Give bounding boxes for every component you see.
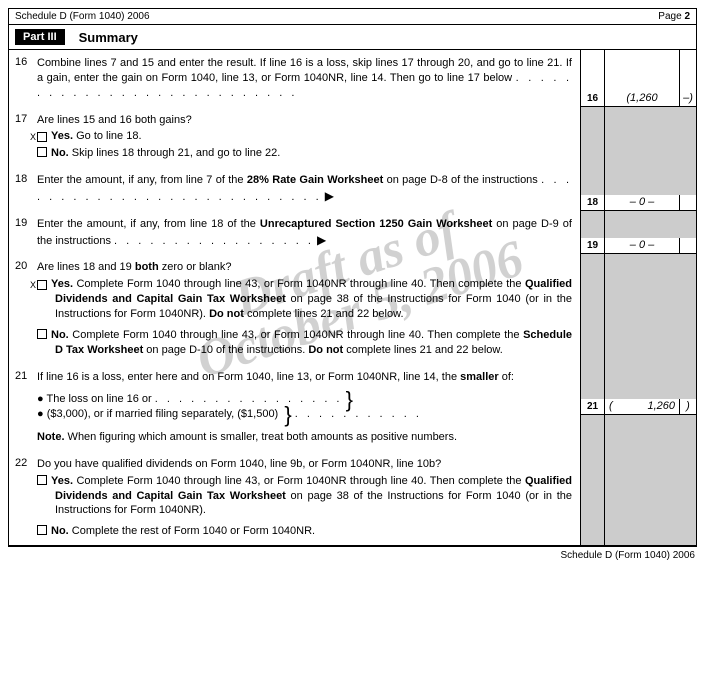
- line-text: Combine lines 7 and 15 and enter the res…: [37, 50, 580, 107]
- page-footer: Schedule D (Form 1040) 2006: [8, 547, 697, 561]
- line-text: Are lines 15 and 16 both gains? XYes. Go…: [37, 107, 580, 168]
- box-18-num: 18: [581, 195, 605, 210]
- page-header: Schedule D (Form 1040) 2006 Page 2: [9, 9, 696, 25]
- arrow-icon: ▶: [325, 189, 334, 203]
- checkbox-22-no[interactable]: [37, 525, 47, 535]
- value-col-shaded: [580, 254, 696, 363]
- box-21-num: 21: [581, 399, 605, 414]
- line-19: 19 Enter the amount, if any, from line 1…: [9, 211, 696, 255]
- line-21: 21 If line 16 is a loss, enter here and …: [9, 364, 696, 451]
- line-18: 18 Enter the amount, if any, from line 7…: [9, 167, 696, 211]
- line-22: 22 Do you have qualified dividends on Fo…: [9, 451, 696, 546]
- line-text: Enter the amount, if any, from line 18 o…: [37, 211, 580, 255]
- line-text: Do you have qualified dividends on Form …: [37, 451, 580, 545]
- value-col-shaded: [580, 107, 696, 168]
- form-page: Schedule D (Form 1040) 2006 Page 2 Part …: [8, 8, 697, 547]
- line-text: Enter the amount, if any, from line 7 of…: [37, 167, 580, 211]
- value-col: 16 (1,260 –): [580, 50, 696, 107]
- checkbox-20-no[interactable]: [37, 329, 47, 339]
- line-num: 22: [9, 451, 37, 545]
- value-col: 19 – 0 –: [580, 211, 696, 255]
- box-21-value: (1,260: [605, 399, 680, 414]
- line-20: 20 Are lines 18 and 19 both zero or blan…: [9, 254, 696, 363]
- page-indicator: Page 2: [658, 11, 690, 22]
- form-body: Draft as of October 5, 2006 16 Combine l…: [9, 50, 696, 546]
- value-col-shaded: [580, 451, 696, 545]
- box-19-num: 19: [581, 238, 605, 253]
- brace-icon: }: [284, 409, 291, 420]
- line-num: 18: [9, 167, 37, 211]
- section-title: Summary: [79, 30, 138, 45]
- line-num: 16: [9, 50, 37, 107]
- part-label: Part III: [15, 29, 65, 45]
- value-col: 18 – 0 –: [580, 167, 696, 211]
- box-16-num: 16: [581, 50, 605, 106]
- box-16-sign: –): [680, 50, 696, 106]
- line-text: Are lines 18 and 19 both zero or blank? …: [37, 254, 580, 363]
- line-num: 20: [9, 254, 37, 363]
- line-16: 16 Combine lines 7 and 15 and enter the …: [9, 50, 696, 107]
- value-col: 21 (1,260 ): [580, 364, 696, 451]
- line-text: If line 16 is a loss, enter here and on …: [37, 364, 580, 451]
- box-19-value: – 0 –: [605, 238, 680, 253]
- checkbox-17-no[interactable]: [37, 147, 47, 157]
- box-16-value: (1,260: [605, 50, 680, 106]
- section-header: Part III Summary: [9, 25, 696, 50]
- box-21-close: ): [680, 399, 696, 414]
- arrow-icon: ▶: [317, 233, 326, 247]
- brace-icon: }: [346, 394, 353, 405]
- checkbox-20-yes[interactable]: X: [37, 280, 47, 290]
- checkbox-22-yes[interactable]: [37, 475, 47, 485]
- line-num: 21: [9, 364, 37, 451]
- checkbox-17-yes[interactable]: X: [37, 132, 47, 142]
- form-name: Schedule D (Form 1040) 2006: [15, 11, 150, 22]
- line-num: 19: [9, 211, 37, 255]
- box-18-value: – 0 –: [605, 195, 680, 210]
- line-17: 17 Are lines 15 and 16 both gains? XYes.…: [9, 107, 696, 168]
